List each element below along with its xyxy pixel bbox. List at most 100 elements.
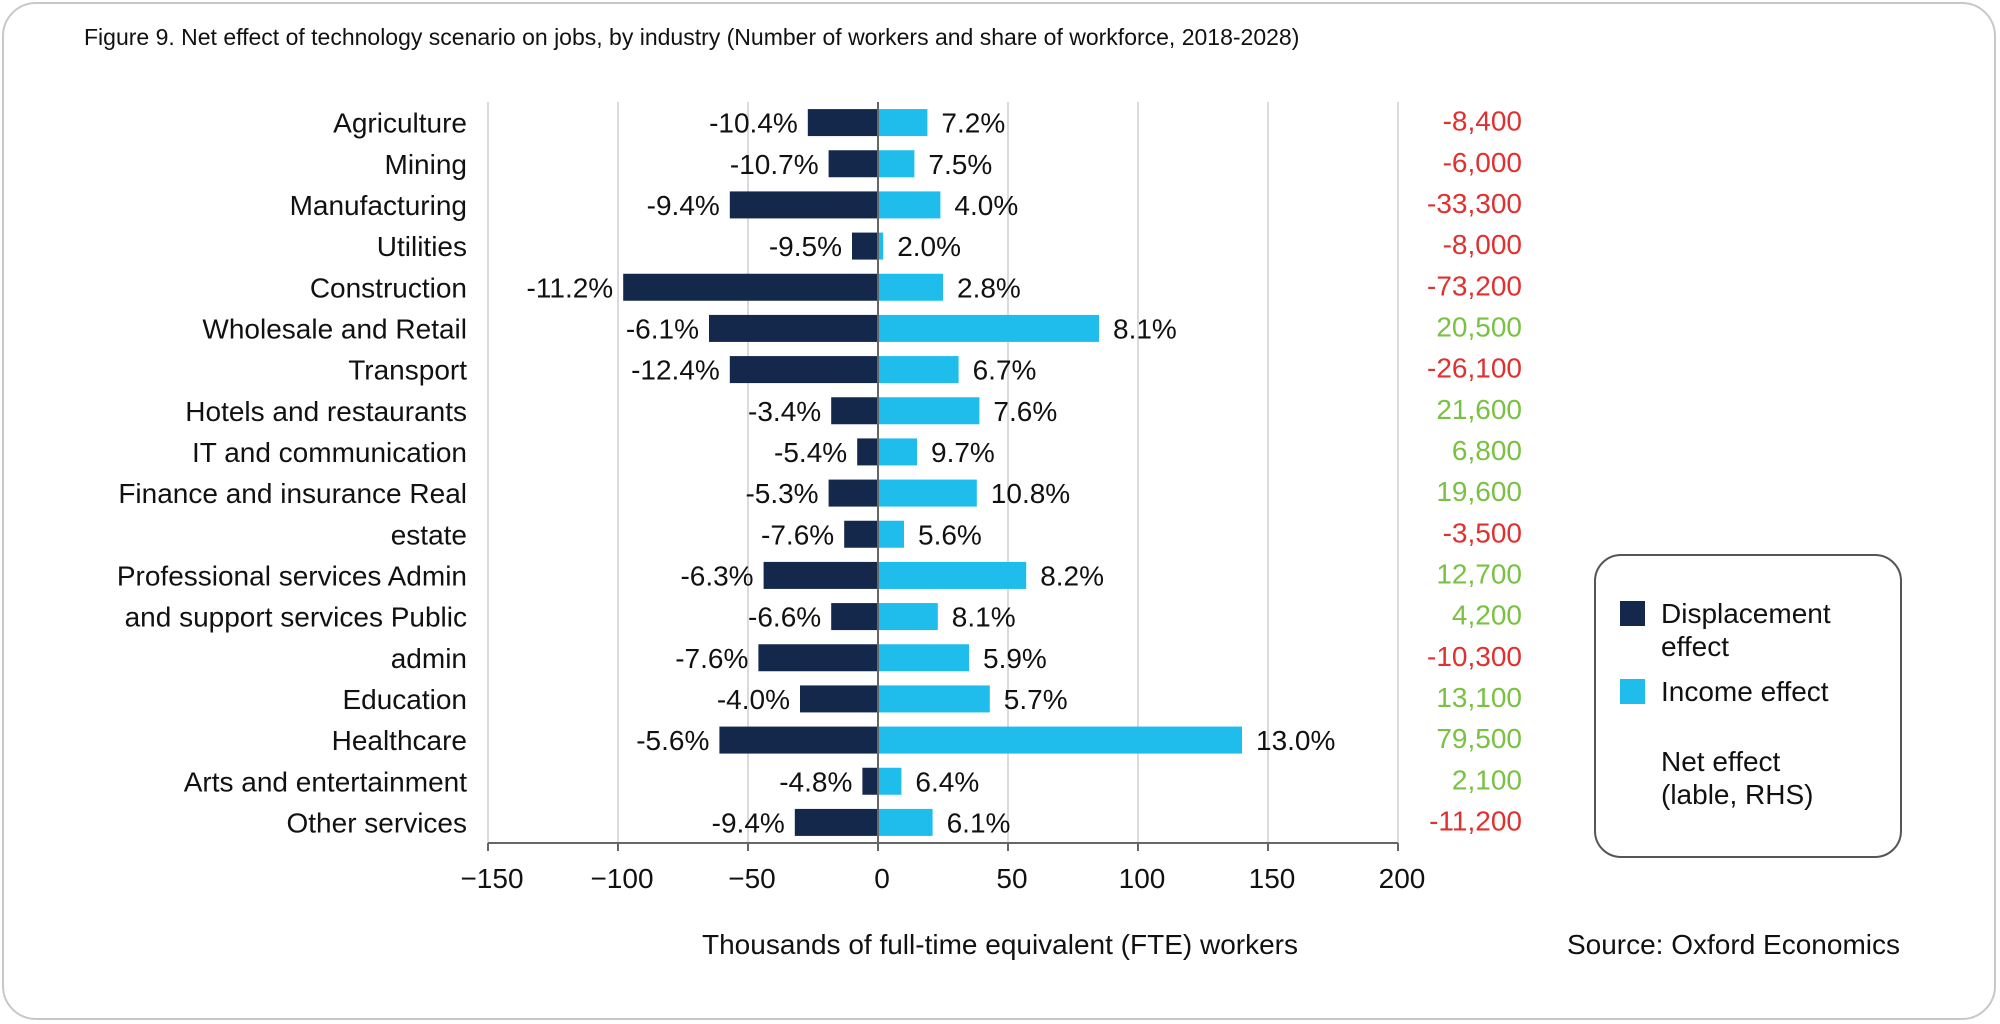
x-tick-labels: −150 −100 −50 0 50 100 150 200 bbox=[460, 863, 1425, 894]
displacement-bar bbox=[852, 232, 878, 260]
displacement-data-label: -11.2% bbox=[527, 272, 614, 303]
displacement-data-label: -3.4% bbox=[748, 396, 821, 427]
income-data-label: 5.9% bbox=[983, 643, 1047, 674]
category-label: and support services Public bbox=[125, 602, 467, 633]
net-effect-label: 6,800 bbox=[1452, 435, 1522, 466]
legend-label-net-effect: (lable, RHS) bbox=[1661, 779, 1813, 810]
income-data-label: 6.4% bbox=[915, 766, 979, 797]
net-effect-label: 12,700 bbox=[1436, 558, 1522, 589]
x-tick-label: 50 bbox=[996, 863, 1027, 894]
income-bar bbox=[878, 520, 904, 548]
net-effect-label: -8,000 bbox=[1443, 229, 1522, 260]
category-label: Arts and entertainment bbox=[184, 766, 467, 797]
displacement-data-label: -4.8% bbox=[779, 766, 852, 797]
displacement-bar bbox=[831, 603, 878, 631]
displacement-bar bbox=[862, 767, 878, 795]
income-data-label: 7.6% bbox=[993, 396, 1057, 427]
income-bar bbox=[878, 603, 938, 631]
income-bar bbox=[878, 109, 928, 137]
bars bbox=[623, 109, 1242, 836]
income-bar bbox=[878, 191, 941, 219]
net-effect-label: -26,100 bbox=[1427, 353, 1522, 384]
x-axis-title: Thousands of full-time equivalent (FTE) … bbox=[702, 929, 1298, 960]
income-bar bbox=[878, 232, 884, 260]
category-label: Wholesale and Retail bbox=[202, 313, 467, 344]
category-labels: Agriculture Mining Manufacturing Utilities C… bbox=[117, 108, 467, 839]
income-bar bbox=[878, 644, 969, 672]
category-label: Manufacturing bbox=[290, 190, 467, 221]
displacement-data-label: -6.3% bbox=[680, 560, 753, 591]
net-effect-label: -8,400 bbox=[1443, 106, 1522, 137]
displacement-bar bbox=[828, 150, 878, 178]
x-tick-label: −100 bbox=[590, 863, 653, 894]
category-label: Agriculture bbox=[333, 108, 467, 139]
income-bar bbox=[878, 273, 943, 301]
legend-label-net-effect: Net effect bbox=[1661, 746, 1781, 777]
income-data-label: 4.0% bbox=[954, 190, 1018, 221]
income-bar bbox=[878, 808, 933, 836]
displacement-data-label: -7.6% bbox=[675, 643, 748, 674]
displacement-data-label: -9.5% bbox=[769, 231, 842, 262]
displacement-data-label: -5.6% bbox=[636, 725, 709, 756]
category-label: Transport bbox=[348, 355, 467, 386]
net-effect-label: 4,200 bbox=[1452, 600, 1522, 631]
income-data-label: 5.7% bbox=[1004, 684, 1068, 715]
displacement-bar bbox=[623, 273, 878, 301]
net-effect-label: 2,100 bbox=[1452, 764, 1522, 795]
x-tick-label: 200 bbox=[1379, 863, 1426, 894]
x-tick-label: 150 bbox=[1249, 863, 1296, 894]
displacement-bar bbox=[828, 479, 878, 507]
net-effect-label: 19,600 bbox=[1436, 476, 1522, 507]
income-bar bbox=[878, 479, 977, 507]
displacement-bar bbox=[758, 644, 878, 672]
displacement-data-label: -5.4% bbox=[774, 437, 847, 468]
displacement-bar bbox=[831, 397, 878, 425]
displacement-bar bbox=[857, 438, 878, 466]
category-label: Construction bbox=[310, 272, 467, 303]
category-label: IT and communication bbox=[192, 437, 467, 468]
displacement-bar bbox=[794, 808, 878, 836]
income-bar bbox=[878, 726, 1242, 754]
data-labels: -10.4% 7.2% -10.7% 7.5% -9.4% 4.0% -9.5% 2.0% -1… bbox=[527, 108, 1336, 839]
category-label: Hotels and restaurants bbox=[185, 396, 467, 427]
displacement-data-label: -10.7% bbox=[730, 149, 819, 180]
income-bar bbox=[878, 438, 917, 466]
legend-swatch-displacement bbox=[1620, 601, 1645, 626]
income-data-label: 6.7% bbox=[973, 355, 1037, 386]
income-data-label: 8.1% bbox=[1113, 313, 1177, 344]
legend-label-displacement: Displacement bbox=[1661, 598, 1831, 629]
income-bar bbox=[878, 685, 990, 713]
income-bar bbox=[878, 356, 959, 384]
displacement-data-label: -6.6% bbox=[748, 602, 821, 633]
displacement-data-label: -7.6% bbox=[761, 519, 834, 550]
category-label: Utilities bbox=[377, 231, 467, 262]
income-data-label: 7.5% bbox=[928, 149, 992, 180]
net-effect-label: -73,200 bbox=[1427, 270, 1522, 301]
income-bar bbox=[878, 767, 902, 795]
displacement-data-label: -9.4% bbox=[647, 190, 720, 221]
net-effect-label: -33,300 bbox=[1427, 188, 1522, 219]
category-label: Other services bbox=[287, 807, 468, 838]
legend-swatch-income bbox=[1620, 679, 1645, 704]
net-effect-label: -6,000 bbox=[1443, 147, 1522, 178]
displacement-bar bbox=[807, 109, 878, 137]
income-bar bbox=[878, 561, 1027, 589]
income-bar bbox=[878, 314, 1099, 342]
income-data-label: 10.8% bbox=[991, 478, 1070, 509]
net-effect-label: -3,500 bbox=[1443, 517, 1522, 548]
legend-label-displacement: effect bbox=[1661, 631, 1729, 662]
category-label: Finance and insurance Real bbox=[118, 478, 467, 509]
net-effect-label: -10,300 bbox=[1427, 641, 1522, 672]
displacement-data-label: -12.4% bbox=[631, 355, 720, 386]
chart-title: Figure 9. Net effect of technology scena… bbox=[84, 24, 1299, 50]
category-label: Healthcare bbox=[332, 725, 467, 756]
gridlines bbox=[487, 102, 1399, 843]
displacement-bar bbox=[729, 356, 878, 384]
income-data-label: 9.7% bbox=[931, 437, 995, 468]
x-tick-label: 100 bbox=[1119, 863, 1166, 894]
displacement-bar bbox=[729, 191, 878, 219]
net-effect-label: 13,100 bbox=[1436, 682, 1522, 713]
displacement-bar bbox=[719, 726, 878, 754]
income-bar bbox=[878, 397, 980, 425]
